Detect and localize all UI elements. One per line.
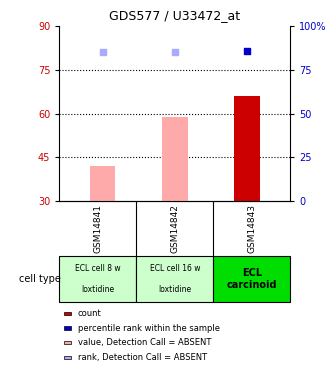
Text: GSM14843: GSM14843 [248,204,256,253]
Bar [64,356,71,359]
Text: value, Detection Call = ABSENT: value, Detection Call = ABSENT [78,338,211,347]
Text: GDS577 / U33472_at: GDS577 / U33472_at [109,9,241,22]
Text: percentile rank within the sample: percentile rank within the sample [78,324,220,333]
Text: rank, Detection Call = ABSENT: rank, Detection Call = ABSENT [78,353,207,362]
Bar [162,117,187,201]
Text: count: count [78,309,102,318]
FancyBboxPatch shape [59,256,136,302]
Bar [64,341,71,344]
FancyBboxPatch shape [136,256,214,302]
Text: GSM14842: GSM14842 [170,204,180,253]
Point [100,50,105,55]
Point [172,50,178,55]
Point [245,48,250,54]
FancyBboxPatch shape [214,256,290,302]
Text: ECL cell 16 w

loxtidine: ECL cell 16 w loxtidine [149,264,200,294]
Text: cell type: cell type [19,274,61,284]
Bar [64,326,71,330]
Bar [64,312,71,315]
Bar [234,96,260,201]
Bar [90,166,115,201]
Text: ECL cell 8 w

loxtidine: ECL cell 8 w loxtidine [75,264,121,294]
Text: ECL
carcinoid: ECL carcinoid [227,268,277,290]
Text: GSM14841: GSM14841 [93,204,102,253]
